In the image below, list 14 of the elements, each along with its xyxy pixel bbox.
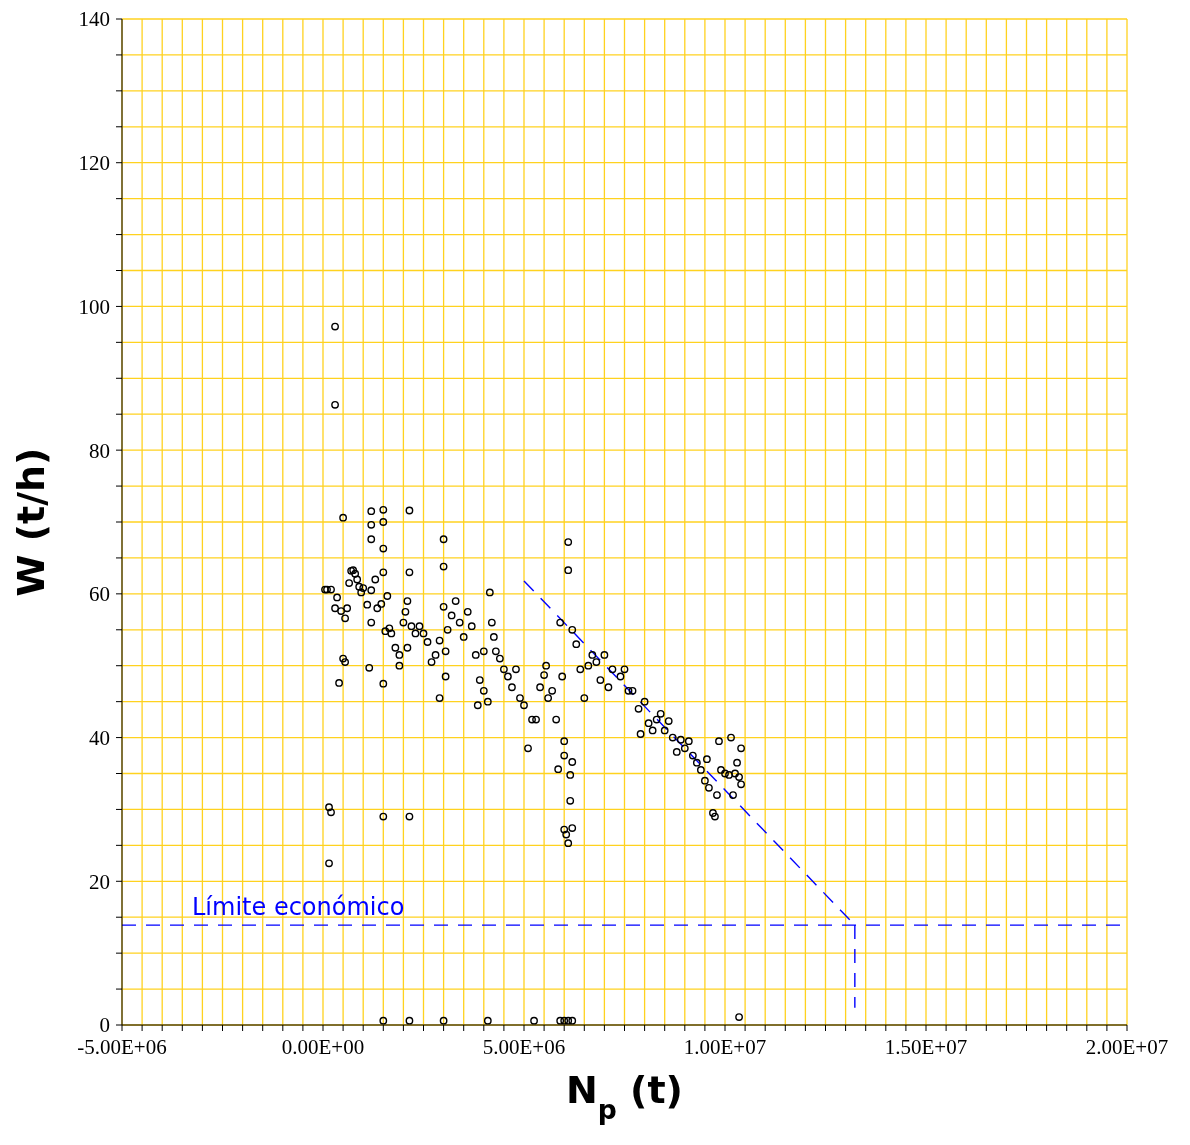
y-tick-label: 80 (89, 438, 110, 463)
y-tick-label: 140 (78, 7, 110, 32)
x-tick-label: 5.00E+06 (482, 1034, 566, 1059)
y-tick-label: 100 (78, 294, 110, 319)
y-axis-title: W (t/h) (9, 447, 53, 597)
y-tick-label: 60 (89, 582, 110, 607)
x-tick-label: 2.00E+07 (1085, 1034, 1169, 1059)
x-tick-label: 0.00E+00 (281, 1034, 365, 1059)
x-axis-title: N$_{p}$ (t) (566, 1068, 683, 1125)
x-tick-label: 1.00E+07 (683, 1034, 767, 1059)
y-tick-label: 120 (78, 151, 110, 176)
y-tick-label: 40 (89, 726, 110, 751)
x-tick-label: 1.50E+07 (884, 1034, 968, 1059)
y-tick-label: 20 (89, 869, 110, 894)
